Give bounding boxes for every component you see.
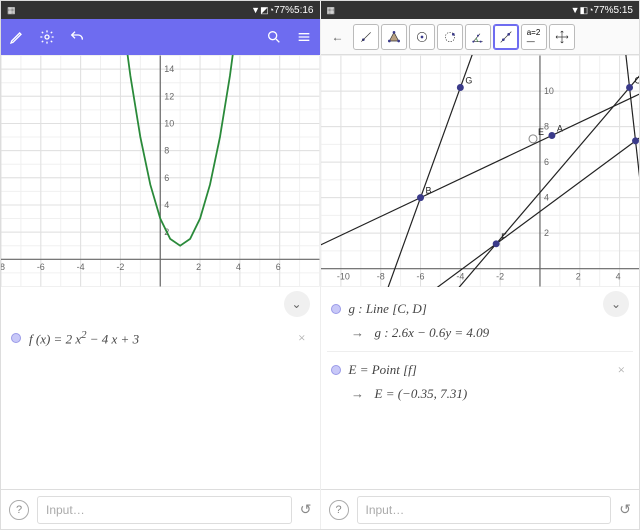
expression-input[interactable]: Input… xyxy=(37,496,292,524)
collapse-button[interactable]: ⌄ xyxy=(284,291,310,317)
svg-text:4: 4 xyxy=(615,272,620,282)
time-text: 5:15 xyxy=(614,5,633,16)
expression-input[interactable]: Input… xyxy=(357,496,612,524)
nfc-icon: ◩ xyxy=(260,5,269,16)
tool-line[interactable] xyxy=(493,24,519,50)
svg-text:14: 14 xyxy=(164,64,174,74)
svg-text:10: 10 xyxy=(543,86,553,96)
definition-row-e[interactable]: E = Point [f] × xyxy=(327,354,634,386)
definition-text: g : Line [C, D] xyxy=(349,301,427,317)
svg-text:-6: -6 xyxy=(37,262,45,272)
definition-text: E = Point [f] xyxy=(349,362,417,378)
svg-text:6: 6 xyxy=(164,173,169,183)
svg-text:8: 8 xyxy=(164,146,169,156)
gear-icon[interactable] xyxy=(39,29,55,45)
app-icon: ▦ xyxy=(327,5,336,16)
svg-text:4: 4 xyxy=(236,262,241,272)
app-icon: ▦ xyxy=(7,5,16,16)
delete-icon[interactable]: × xyxy=(298,330,305,346)
svg-text:F: F xyxy=(501,232,507,242)
expression-row[interactable]: f (x) = 2 x2 − 4 x + 3 × xyxy=(7,321,314,355)
visibility-toggle[interactable] xyxy=(331,304,341,314)
svg-text:-10: -10 xyxy=(336,272,349,282)
svg-text:12: 12 xyxy=(164,91,174,101)
svg-text:-4: -4 xyxy=(456,272,464,282)
pencil-icon[interactable] xyxy=(9,29,25,45)
svg-text:8: 8 xyxy=(543,122,548,132)
result-row-e: → E = (−0.35, 7.31) xyxy=(327,386,634,410)
tool-angle[interactable] xyxy=(465,24,491,50)
svg-text:6: 6 xyxy=(276,262,281,272)
help-icon[interactable]: ? xyxy=(329,500,349,520)
toolbar xyxy=(1,19,320,55)
svg-text:C: C xyxy=(634,76,639,86)
right-screenshot: ▦ ▼ ◧ ◔ 77% 5:15 ← a=2— -10 -8 -6 -4 -2 2 4 2 4 6… xyxy=(321,1,640,529)
svg-text:A: A xyxy=(556,123,562,133)
tool-circle-point[interactable] xyxy=(437,24,463,50)
input-bar: ? Input… ↺ xyxy=(321,489,640,529)
svg-text:B: B xyxy=(425,186,431,196)
delete-icon[interactable]: × xyxy=(618,362,625,378)
svg-text:-4: -4 xyxy=(77,262,85,272)
svg-text:2: 2 xyxy=(543,228,548,238)
result-text: g : 2.6x − 0.6y = 4.09 xyxy=(375,325,490,341)
back-icon[interactable]: ← xyxy=(325,30,351,44)
svg-text:6: 6 xyxy=(543,157,548,167)
time-text: 5:16 xyxy=(294,5,313,16)
expression-text: f (x) = 2 x2 − 4 x + 3 xyxy=(29,329,139,347)
wifi-icon: ▼ xyxy=(251,5,260,15)
undo-icon[interactable] xyxy=(69,29,85,45)
menu-icon[interactable] xyxy=(296,29,312,45)
tool-move[interactable] xyxy=(549,24,575,50)
history-icon[interactable]: ↺ xyxy=(300,501,312,518)
graph-right[interactable]: -10-8-6-4-224246810ABCDEFG xyxy=(321,55,640,287)
algebra-panel: ⌄ g : Line [C, D] → g : 2.6x − 0.6y = 4.… xyxy=(321,287,640,489)
help-icon[interactable]: ? xyxy=(9,500,29,520)
svg-text:-6: -6 xyxy=(416,272,424,282)
tool-point[interactable] xyxy=(353,24,379,50)
input-bar: ? Input… ↺ xyxy=(1,489,320,529)
definition-row-g[interactable]: g : Line [C, D] xyxy=(327,293,634,325)
left-screenshot: ▦ ▼ ◩ ◔ 77% 5:16 xyxy=(1,1,321,529)
status-bar: ▦ ▼ ◧ ◔ 77% 5:15 xyxy=(321,1,640,19)
svg-text:4: 4 xyxy=(164,200,169,210)
arrow-icon: → xyxy=(349,386,367,402)
search-icon[interactable] xyxy=(266,29,282,45)
result-text: E = (−0.35, 7.31) xyxy=(375,386,468,402)
battery-text: 77% xyxy=(594,5,614,16)
svg-text:-8: -8 xyxy=(376,272,384,282)
arrow-icon: → xyxy=(349,325,367,341)
svg-text:4: 4 xyxy=(543,193,548,203)
svg-text:-2: -2 xyxy=(496,272,504,282)
history-icon[interactable]: ↺ xyxy=(619,501,631,518)
svg-text:-2: -2 xyxy=(116,262,124,272)
tool-polygon[interactable] xyxy=(381,24,407,50)
algebra-panel: ⌄ f (x) = 2 x2 − 4 x + 3 × xyxy=(1,287,320,489)
tool-slider[interactable]: a=2— xyxy=(521,24,547,50)
toolbar: ← a=2— xyxy=(321,19,640,55)
wifi-icon: ▼ xyxy=(571,5,580,15)
status-bar: ▦ ▼ ◩ ◔ 77% 5:16 xyxy=(1,1,320,19)
svg-text:-8: -8 xyxy=(1,262,5,272)
tool-circle-center[interactable] xyxy=(409,24,435,50)
graph-left[interactable]: -8-6-4-22462468101214 xyxy=(1,55,320,287)
svg-text:2: 2 xyxy=(196,262,201,272)
signal-icon: ◧ xyxy=(580,5,589,16)
visibility-toggle[interactable] xyxy=(331,365,341,375)
result-row-g: → g : 2.6x − 0.6y = 4.09 xyxy=(327,325,634,349)
svg-text:10: 10 xyxy=(164,118,174,128)
visibility-toggle[interactable] xyxy=(11,333,21,343)
svg-text:E: E xyxy=(537,127,543,137)
battery-text: 77% xyxy=(274,5,294,16)
svg-text:G: G xyxy=(465,76,472,86)
svg-text:2: 2 xyxy=(575,272,580,282)
